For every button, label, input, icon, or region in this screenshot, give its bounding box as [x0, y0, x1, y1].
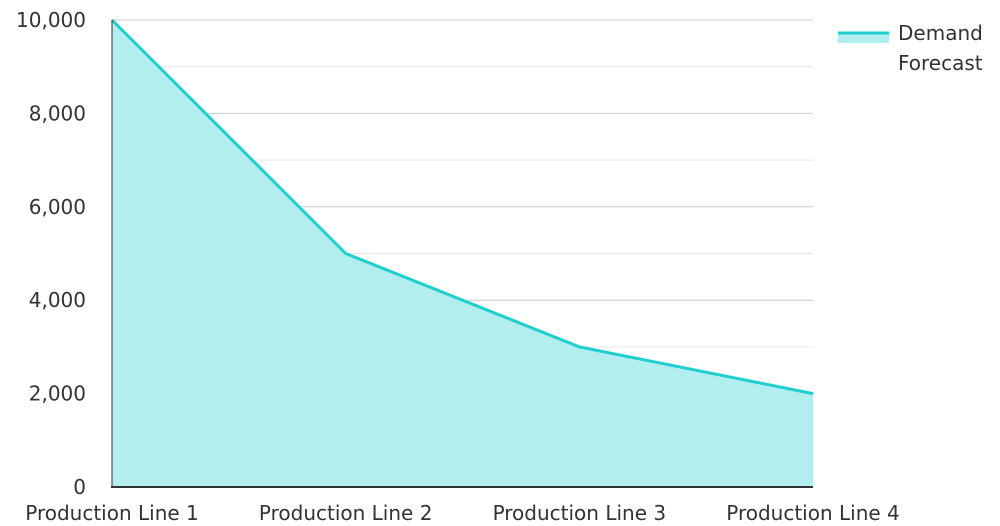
legend-swatch-fill: [838, 33, 889, 43]
y-tick-label: 2,000: [29, 382, 86, 406]
x-tick-label: Production Line 3: [493, 501, 667, 525]
legend-label: Demand: [898, 21, 983, 45]
y-tick-label: 0: [73, 475, 86, 499]
x-tick-label: Production Line 2: [259, 501, 433, 525]
series-line-demand-forecast: [110, 18, 814, 396]
y-tick-label: 4,000: [29, 288, 86, 312]
area-layer: [110, 18, 814, 487]
legend: Demand Forecast: [838, 21, 983, 75]
x-tick-label: Production Line 1: [25, 501, 199, 525]
y-tick-label: 10,000: [16, 8, 86, 32]
x-axis-ticks: Production Line 1 Production Line 2 Produc…: [25, 501, 900, 525]
y-axis-ticks: 0 2,000 4,000 6,000 8,000 10,000: [16, 8, 86, 499]
axis-layer: [111, 20, 813, 488]
legend-label: Forecast: [898, 51, 983, 75]
y-tick-label: 8,000: [29, 101, 86, 125]
y-tick-label: 6,000: [29, 195, 86, 219]
x-tick-label: Production Line 4: [726, 501, 900, 525]
area-fill-demand-forecast: [112, 20, 813, 487]
